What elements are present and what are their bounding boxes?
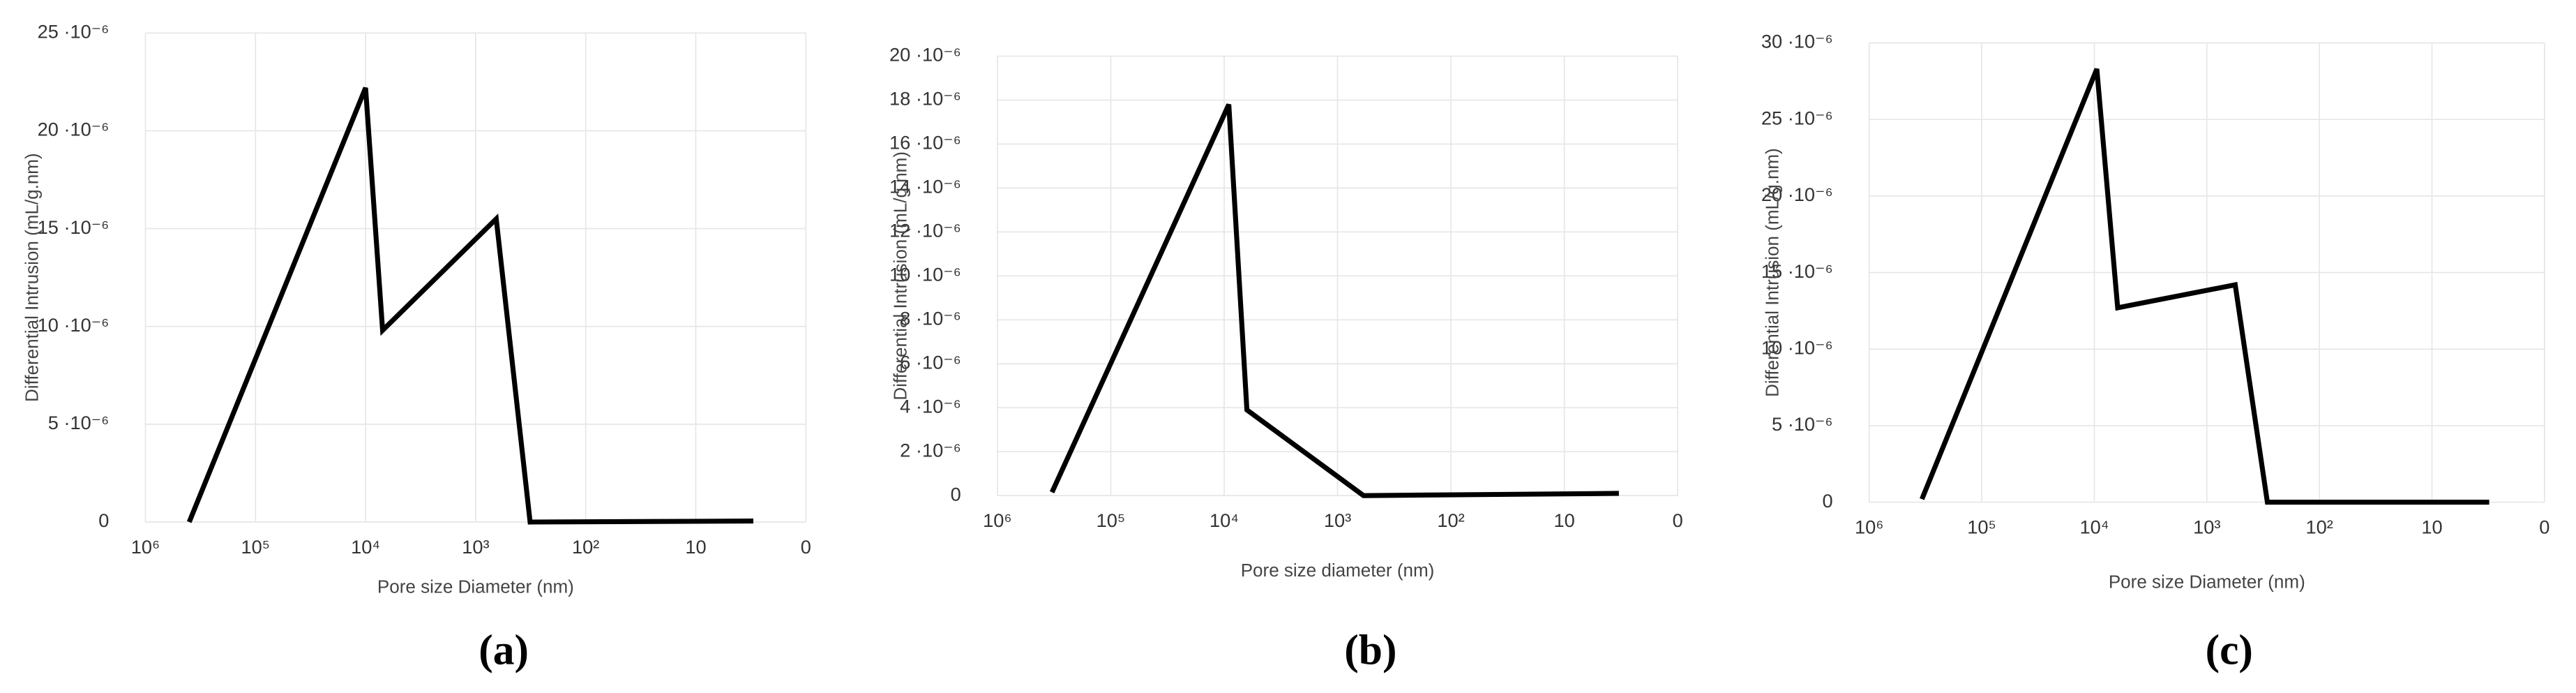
x-tick-label: 10⁶	[983, 509, 1011, 531]
x-tick-label: 10²	[572, 536, 599, 558]
x-tick-label: 10⁴	[2079, 516, 2109, 538]
y-tick-label: 5 ·10⁻⁶	[1772, 413, 1833, 435]
y-tick-label: 10 ·10⁻⁶	[1761, 336, 1833, 358]
x-axis-label: Pore size diameter (nm)	[1241, 560, 1435, 581]
x-tick-label: 10⁵	[1097, 509, 1126, 531]
y-tick-label: 20 ·10⁻⁶	[889, 44, 961, 66]
y-tick-label: 0	[1823, 490, 1833, 512]
y-tick-label: 18 ·10⁻⁶	[889, 88, 961, 110]
y-tick-label: 8 ·10⁻⁶	[900, 307, 961, 329]
y-tick-label: 10 ·10⁻⁶	[889, 263, 961, 285]
y-tick-label: 10 ·10⁻⁶	[38, 314, 110, 336]
x-tick-label: 10⁶	[131, 536, 160, 558]
x-tick-label: 10⁵	[1967, 516, 1996, 538]
y-tick-label: 15 ·10⁻⁶	[38, 216, 110, 238]
x-tick-label: 0	[2539, 516, 2549, 538]
y-tick-label: 16 ·10⁻⁶	[889, 132, 961, 154]
x-tick-label: 0	[801, 536, 811, 558]
x-tick-label: 10	[685, 536, 706, 558]
y-tick-label: 20 ·10⁻⁶	[38, 119, 110, 140]
y-tick-label: 20 ·10⁻⁶	[1761, 184, 1833, 205]
y-tick-label: 15 ·10⁻⁶	[1761, 260, 1833, 282]
x-axis-label: Pore size Diameter (nm)	[2109, 571, 2305, 592]
x-tick-label: 10⁶	[1855, 516, 1883, 538]
y-tick-label: 6 ·10⁻⁶	[900, 351, 961, 373]
y-tick-label: 25 ·10⁻⁶	[38, 21, 110, 43]
caption: (a)	[479, 626, 529, 673]
data-line	[1049, 103, 1619, 498]
y-tick-label: 0	[951, 483, 961, 505]
y-tick-label: 14 ·10⁻⁶	[889, 176, 961, 198]
x-tick-label: 10²	[1437, 509, 1464, 531]
data-line	[1920, 68, 2490, 505]
x-tick-label: 10⁵	[241, 536, 270, 558]
x-tick-label: 10³	[462, 536, 489, 558]
x-axis-label: Pore size Diameter (nm)	[377, 576, 574, 597]
y-tick-label: 2 ·10⁻⁶	[900, 439, 961, 461]
x-tick-label: 10⁴	[351, 536, 380, 558]
y-axis-label: Differential Intrusion (mL/g.nm)	[889, 151, 910, 401]
y-tick-label: 4 ·10⁻⁶	[900, 395, 961, 417]
x-tick-label: 10³	[2193, 516, 2220, 538]
y-tick-label: 0	[98, 509, 109, 531]
y-tick-label: 25 ·10⁻⁶	[1761, 107, 1833, 128]
x-tick-label: 10²	[2305, 516, 2333, 538]
y-axis-label: Differential Intrusion (mL/g.nm)	[1761, 148, 1782, 397]
x-tick-label: 10³	[1324, 509, 1351, 531]
data-line	[186, 87, 754, 525]
y-tick-label: 5 ·10⁻⁶	[48, 412, 110, 433]
x-tick-label: 0	[1673, 509, 1683, 531]
x-tick-label: 10	[1553, 509, 1574, 531]
x-tick-label: 10⁴	[1210, 509, 1239, 531]
y-tick-label: 30 ·10⁻⁶	[1761, 31, 1833, 52]
caption: (b)	[1344, 626, 1396, 673]
y-tick-label: 12 ·10⁻⁶	[889, 220, 961, 241]
caption: (c)	[2206, 626, 2253, 673]
x-tick-label: 10	[2421, 516, 2442, 538]
y-axis-label: Differential Intrusion (mL/g.nm)	[21, 153, 42, 402]
